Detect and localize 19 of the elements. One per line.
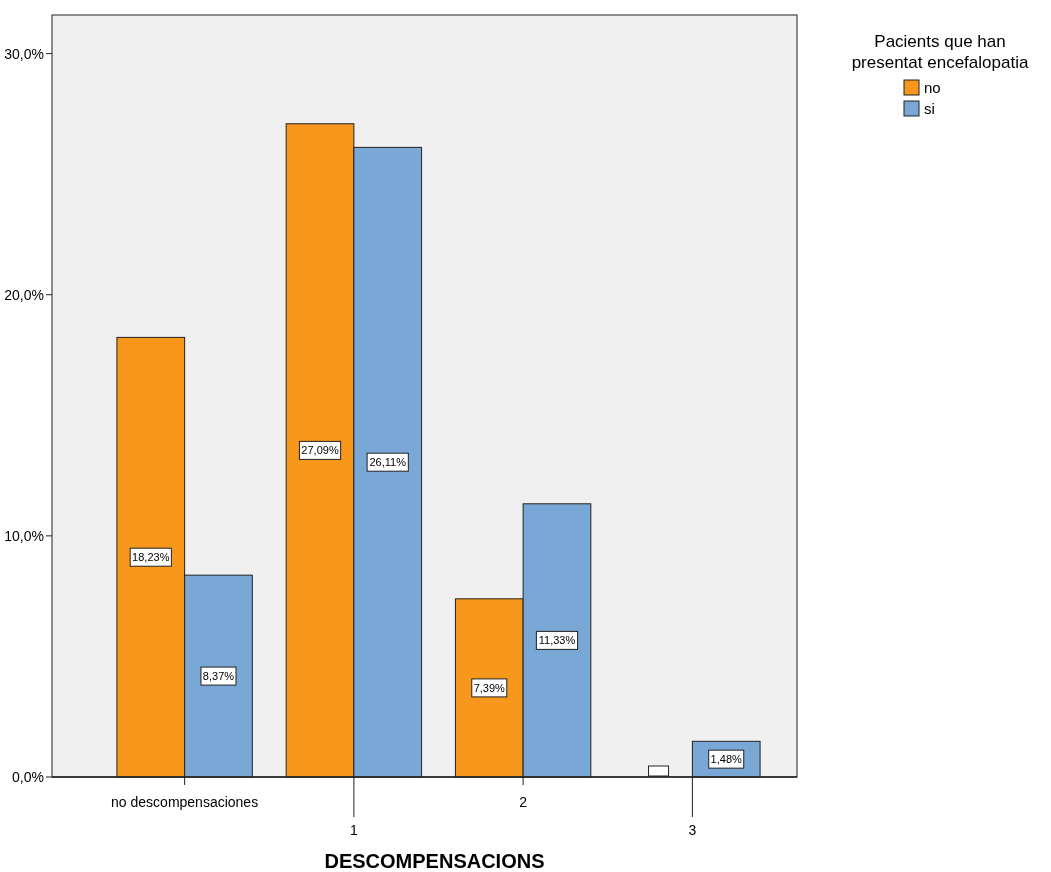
data-label: 11,33%	[538, 634, 576, 647]
x-tick-label: 2	[519, 794, 528, 810]
x-tick-label: 3	[688, 822, 697, 838]
x-tick-label: 1	[349, 822, 358, 838]
data-label: 26,11%	[369, 456, 407, 469]
data-label: 1,48%	[710, 753, 743, 766]
legend-title: Pacients que han presentat encefalopatia	[851, 32, 1029, 72]
y-tick-label: 30,0%	[4, 45, 44, 62]
data-label: 8,37%	[202, 670, 235, 683]
x-axis-title: DESCOMPENSACIONS	[324, 850, 545, 872]
y-tick-label: 0,0%	[12, 769, 44, 785]
legend-label: si	[924, 100, 935, 117]
data-label: 18,23%	[132, 551, 170, 564]
x-tick-label: no descompensaciones	[111, 794, 259, 810]
y-tick-label: 20,0%	[4, 286, 44, 303]
legend-label: no	[924, 79, 941, 96]
data-label: 7,39%	[473, 681, 506, 694]
data-label: 27,09%	[301, 444, 339, 457]
y-tick-label: 10,0%	[4, 527, 44, 544]
